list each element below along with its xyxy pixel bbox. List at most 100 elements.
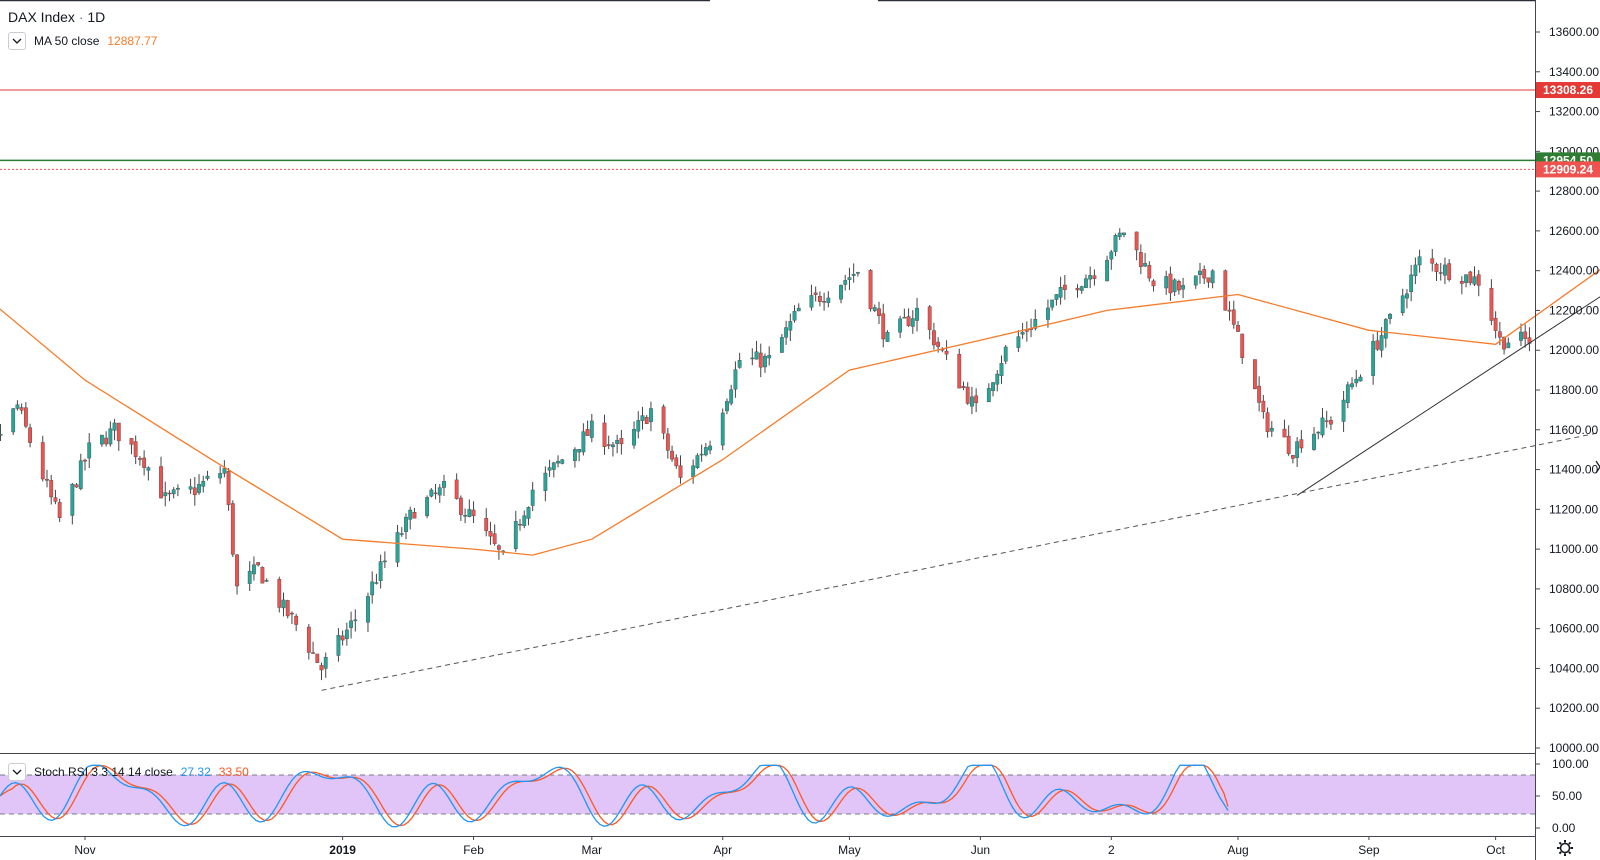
candle-body (1405, 293, 1409, 299)
candle-body (1138, 252, 1143, 267)
candle (353, 609, 358, 632)
candle-body (1354, 378, 1359, 384)
candle-body (1489, 287, 1494, 321)
collapse-legend-button[interactable] (8, 32, 26, 50)
price-tick-label: 12400.00 (1549, 264, 1599, 278)
candle-body (138, 458, 142, 460)
candle-body (222, 468, 227, 474)
candle-body (49, 480, 54, 498)
candle-body (133, 441, 138, 457)
candle (792, 305, 797, 323)
long-trendline[interactable] (321, 334, 1600, 691)
candle-body (1176, 281, 1181, 291)
candle (737, 352, 742, 369)
candle-body (868, 270, 873, 310)
candle-body (442, 481, 446, 488)
candle (1088, 266, 1093, 289)
candle (556, 455, 560, 468)
settings-gear-icon[interactable] (1557, 840, 1573, 856)
price-tick-label: 12200.00 (1549, 303, 1599, 317)
candle-body (606, 444, 611, 446)
candle-body (1252, 359, 1257, 390)
candle (235, 554, 239, 595)
candle-body (496, 545, 501, 550)
candle-body (1236, 325, 1240, 332)
candle (581, 423, 586, 456)
candle-body (779, 337, 784, 353)
candle (703, 443, 708, 457)
candle (484, 508, 489, 537)
candle (1291, 454, 1295, 464)
candle-body (556, 461, 560, 464)
candle-body (551, 462, 556, 470)
candle (1164, 270, 1169, 295)
candle-body (763, 355, 767, 368)
ma-legend[interactable]: MA 50 close 12887.77 (8, 32, 157, 50)
candle-body (290, 612, 294, 615)
candle (986, 383, 991, 403)
candle (1405, 289, 1409, 309)
price-pane[interactable] (0, 89, 1600, 691)
candle (902, 308, 907, 319)
candle (40, 435, 45, 482)
candle (463, 508, 468, 524)
candle-body (649, 408, 653, 423)
candle-body (991, 382, 995, 391)
candle (547, 459, 552, 477)
price-tick-label: 12600.00 (1549, 224, 1599, 238)
candle (1388, 313, 1392, 325)
ma-50-line (0, 268, 1600, 556)
candle-body (602, 422, 607, 447)
candle (1350, 377, 1354, 390)
candle-body (792, 311, 797, 321)
candle-body (1143, 262, 1147, 267)
candle-body (530, 489, 535, 506)
price-tag-bg (1536, 161, 1600, 178)
stoch-legend[interactable]: Stoch RSI 3 3 14 14 close 27.32 33.50 (8, 763, 249, 781)
time-axis[interactable]: Nov2019FebMarAprMayJun2AugSepOctNov2020F… (74, 836, 1600, 857)
candle (437, 484, 442, 503)
candle (315, 653, 320, 663)
candle-body (1198, 270, 1202, 275)
candle-body (45, 479, 49, 481)
price-tick-label: 11200.00 (1549, 502, 1598, 516)
candle-body (378, 561, 383, 581)
stoch-pane[interactable] (0, 764, 1535, 828)
candle-body (661, 406, 666, 434)
scroll-chevron-icon[interactable] (1595, 460, 1600, 474)
candle-body (382, 560, 387, 563)
trendline[interactable] (1296, 135, 1600, 496)
candle-body (877, 308, 881, 316)
candle-body (370, 581, 375, 596)
candle-body (306, 626, 311, 653)
candle-body (167, 492, 172, 495)
collapse-stoch-legend-button[interactable] (8, 763, 26, 781)
candle-body (1168, 273, 1173, 294)
candle (433, 483, 438, 500)
candle-body (404, 516, 408, 532)
candle (839, 284, 843, 304)
interval-label[interactable]: 1D (87, 9, 106, 25)
candle-body (784, 327, 788, 338)
candle-body (171, 489, 176, 495)
price-tick-label: 12000.00 (1549, 343, 1599, 357)
stoch-axis[interactable]: 100.00 50.00 0.00 (1535, 757, 1589, 835)
candle-body (1345, 384, 1350, 403)
price-tag-last[interactable]: 12909.24 (1536, 161, 1600, 178)
candle (877, 301, 881, 324)
candle (323, 652, 328, 678)
candle (1430, 248, 1435, 272)
candle (585, 420, 590, 436)
candle-body (1003, 346, 1008, 362)
candle-body (573, 449, 577, 461)
price-tag-resistance[interactable]: 13308.26 (1536, 82, 1600, 99)
price-axis[interactable]: 13600.0013400.0013200.0013000.0012800.00… (1535, 25, 1599, 755)
candle (965, 382, 970, 405)
candle-body (176, 487, 180, 490)
candle (1269, 421, 1274, 437)
candle-body (116, 422, 121, 442)
candle (1176, 279, 1181, 295)
symbol-name[interactable]: DAX Index (8, 9, 75, 25)
candle-body (733, 369, 738, 390)
